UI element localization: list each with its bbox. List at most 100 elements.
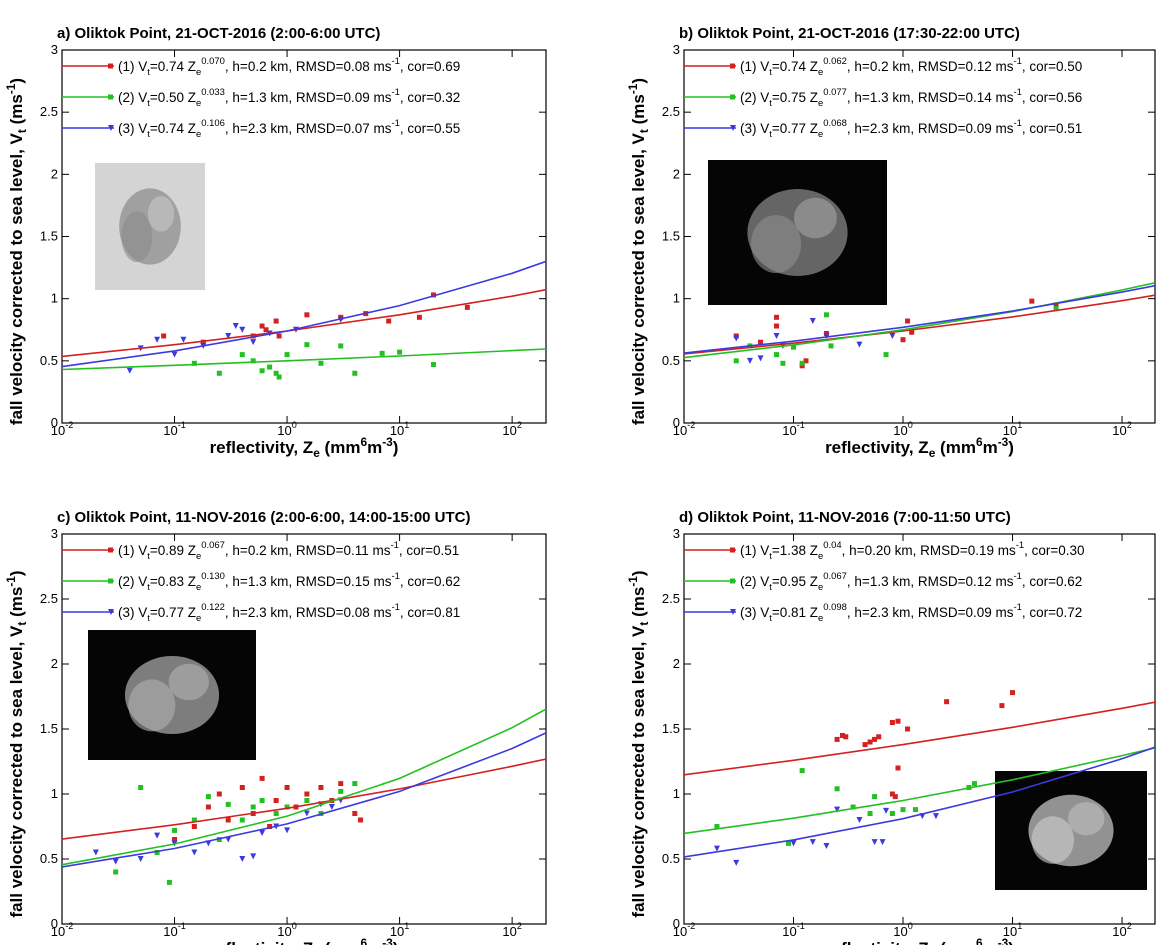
text-part: (1) V [740,543,769,558]
y-tick-label: 3 [51,526,58,541]
point [273,318,279,324]
point [273,811,279,816]
text-part: e [196,551,201,562]
point [284,352,290,358]
point [809,839,816,846]
point [191,817,197,823]
point [225,801,231,807]
point [259,368,265,374]
text-part: , h=2.3 km, RMSD=0.08 ms [225,605,392,620]
y-tick-label: 0.5 [662,353,680,368]
point [1029,298,1035,304]
legend-label: (2) Vt=0.50 Ze0.033, h=1.3 km, RMSD=0.09… [118,87,460,109]
chart-title: a) Oliktok Point, 21-OCT-2016 (2:00-6:00… [57,25,380,42]
point [171,351,178,358]
point [263,327,269,333]
panel: c) Oliktok Point, 11-NOV-2016 (2:00-6:00… [4,509,547,945]
point [191,824,197,829]
crystal [121,211,153,263]
text-part: =0.77 Z [150,605,196,620]
text-part: 10 [51,423,65,438]
text-part: e [929,446,936,460]
text-part: 0.033 [201,87,225,98]
text-part: ) [393,939,399,945]
legend-marker [730,609,736,615]
text-part: -2 [65,921,73,931]
text-part: -1 [4,576,18,587]
point [774,352,780,358]
point [867,739,873,745]
y-tick-label: 2 [51,656,58,671]
x-tick-label: 10-2 [673,420,696,438]
point [872,736,878,742]
text-part: e [196,613,201,624]
legend-marker [730,578,735,584]
x-tick-label: 101 [1003,921,1023,939]
text-part: 6 [360,936,367,945]
point [154,850,160,855]
point [856,817,863,823]
point [785,840,791,846]
text-part: -1 [4,83,18,94]
text-part: (2) V [118,574,147,589]
text-part: (3) V [118,121,147,136]
point [909,329,915,335]
text-part: reflectivity, Z [210,438,314,457]
crystal [128,679,176,732]
text-part: (mm [935,939,976,945]
point [714,824,720,829]
point [799,360,805,366]
crystal [168,663,209,701]
x-tick-label: 102 [502,420,522,438]
text-part: -1 [1013,571,1021,582]
fit-line [62,708,546,866]
text-part: t [15,129,29,133]
point [267,364,273,370]
text-part: -2 [687,921,695,931]
text-part: e [818,98,823,109]
text-part: 0.067 [823,571,847,582]
panel: b) Oliktok Point, 21-OCT-2016 (17:30-22:… [626,25,1156,460]
point [780,360,786,366]
text-part: =0.50 Z [150,90,196,105]
point [862,742,868,748]
text-part: 2 [1127,420,1132,430]
text-part: t [147,67,150,78]
point [879,839,886,846]
text-part: e [818,582,823,593]
x-tick-label: 100 [277,921,297,939]
text-part: =0.81 Z [772,605,818,620]
text-part: 0.04 [823,540,841,551]
text-part: , h=0.2 km, RMSD=0.11 ms [225,543,391,558]
x-tick-label: 102 [1112,420,1132,438]
text-part: 10 [163,423,177,438]
text-part: t [637,129,651,133]
point [1053,306,1059,312]
text-part: t [147,613,150,624]
text-part: m [367,438,382,457]
text-part: t [769,98,772,109]
point [267,824,273,829]
point [154,336,161,343]
text-part: , h=1.3 km, RMSD=0.15 ms [225,574,392,589]
fit-line [684,294,1155,355]
text-part: -3 [382,936,393,945]
point [790,840,797,847]
text-part: reflectivity, Z [825,438,929,457]
text-part: ) [629,570,648,576]
y-tick-label: 0.5 [662,851,680,866]
point [259,775,265,781]
text-part: ) [1008,939,1014,945]
point [999,703,1005,709]
text-part: 10 [163,924,177,939]
text-part: -1 [1013,87,1021,98]
text-part: 6 [360,435,367,449]
text-part: 2 [517,921,522,931]
text-part: e [196,129,201,140]
text-part: 10 [782,924,796,939]
x-axis-label: reflectivity, Ze (mm6m-3) [210,936,399,945]
legend-marker [730,125,736,131]
point [191,849,198,856]
text-part: , cor=0.72 [1022,605,1082,620]
point [892,794,898,800]
